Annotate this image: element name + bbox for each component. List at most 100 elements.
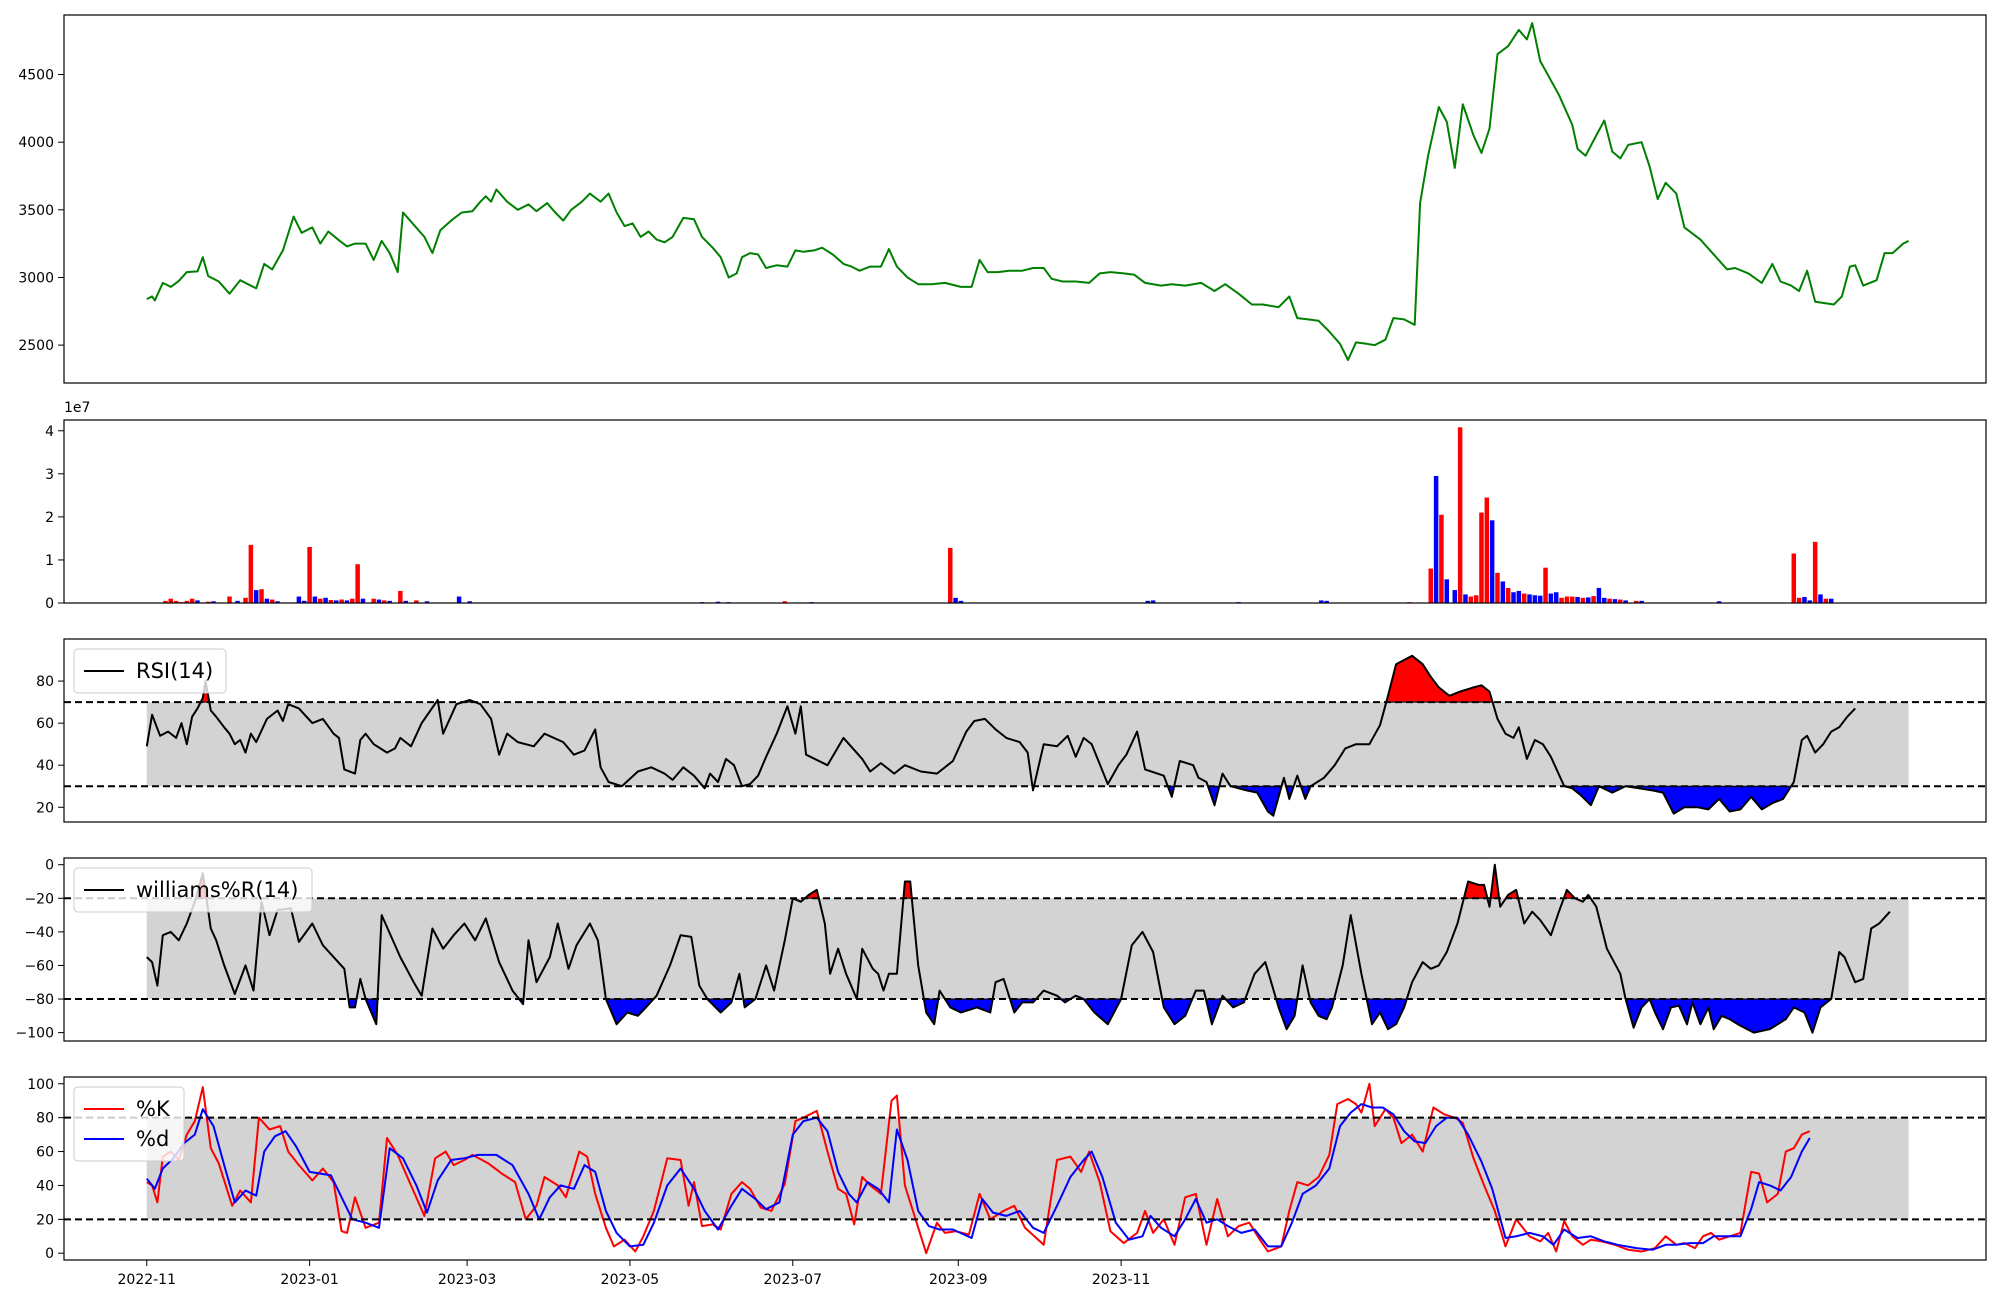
volume-bar bbox=[269, 599, 275, 603]
volume-bar bbox=[1452, 590, 1458, 603]
volume-bar bbox=[1444, 579, 1450, 603]
y-tick-label-williams: 0 bbox=[45, 858, 54, 874]
volume-bar bbox=[1505, 587, 1511, 603]
legend-label-stochastic: %d bbox=[136, 1127, 169, 1151]
series-line-williams-0 bbox=[146, 863, 1891, 1034]
volume-bar bbox=[1484, 497, 1490, 603]
volume-bar bbox=[163, 600, 168, 603]
volume-bar bbox=[403, 600, 408, 603]
reference-line-layer bbox=[64, 701, 1986, 1221]
y-tick-label-volume: 3 bbox=[45, 467, 54, 483]
y-tick-label-williams: −60 bbox=[24, 958, 54, 974]
volume-bar bbox=[1468, 596, 1474, 603]
x-tick-label: 2023-07 bbox=[764, 1272, 823, 1288]
volume-bar bbox=[1591, 596, 1596, 603]
volume-bar bbox=[1602, 597, 1607, 603]
volume-bar bbox=[1521, 593, 1527, 603]
volume-bar bbox=[296, 596, 302, 603]
volume-bar bbox=[318, 598, 323, 603]
volume-bar bbox=[382, 600, 387, 603]
volume-bar bbox=[344, 600, 350, 603]
volume-bar bbox=[168, 598, 174, 603]
overbought-fill-rsi bbox=[1385, 655, 1494, 703]
x-tick-label: 2022-11 bbox=[118, 1272, 177, 1288]
volume-bar bbox=[1324, 600, 1329, 603]
volume-bar bbox=[1433, 475, 1439, 603]
y-tick-label-stochastic: 80 bbox=[36, 1111, 54, 1127]
volume-bar bbox=[1473, 595, 1479, 603]
x-tick-label: 2023-01 bbox=[280, 1272, 339, 1288]
legend-label-williams: williams%R(14) bbox=[136, 878, 298, 902]
volume-bar bbox=[1596, 587, 1602, 603]
oversold-fill-williams bbox=[605, 998, 655, 1026]
volume-bar bbox=[1548, 593, 1554, 603]
volume-bar bbox=[235, 600, 240, 603]
volume-bar bbox=[1439, 514, 1444, 603]
axes-frame-rsi bbox=[63, 638, 1987, 823]
volume-bar bbox=[953, 597, 958, 603]
volume-bar bbox=[958, 600, 964, 603]
volume-bar bbox=[1639, 600, 1644, 603]
band-layer bbox=[146, 702, 1909, 1220]
x-tick-label: 2023-03 bbox=[438, 1272, 497, 1288]
volume-bar bbox=[253, 590, 259, 603]
x-tick-label: 2023-09 bbox=[929, 1272, 988, 1288]
volume-bar bbox=[1569, 596, 1575, 603]
axes-frame-volume bbox=[63, 419, 1987, 604]
volume-bar bbox=[1500, 581, 1506, 603]
volume-bar bbox=[1428, 568, 1434, 603]
volume-bar bbox=[227, 596, 232, 603]
series-line-price-0 bbox=[146, 22, 1910, 361]
volume-bar bbox=[376, 599, 382, 603]
y-tick-label-volume: 0 bbox=[45, 596, 54, 612]
volume-bar bbox=[243, 597, 248, 603]
volume-bar bbox=[328, 599, 334, 603]
volume-bar bbox=[1828, 598, 1834, 603]
volume-bar bbox=[1145, 600, 1151, 603]
axes-frame-layer bbox=[63, 14, 1987, 1261]
legend-label-rsi: RSI(14) bbox=[136, 659, 213, 683]
volume-bar bbox=[1495, 572, 1500, 603]
legend-box-rsi bbox=[73, 648, 227, 694]
volume-bar bbox=[264, 598, 270, 603]
volume-bar bbox=[360, 598, 366, 603]
axes-frame-price bbox=[63, 14, 1987, 384]
volume-bar bbox=[355, 564, 360, 603]
volume-bar bbox=[1802, 596, 1807, 603]
y-tick-label-rsi: 80 bbox=[36, 674, 54, 690]
volume-bar bbox=[1543, 567, 1548, 603]
volume-bar bbox=[1716, 601, 1722, 603]
y-tick-label-volume: 2 bbox=[45, 510, 54, 526]
volume-bar bbox=[312, 596, 318, 603]
volume-bar bbox=[1463, 594, 1468, 603]
y-tick-label-williams: −80 bbox=[24, 992, 54, 1008]
y-tick-label-rsi: 40 bbox=[36, 758, 54, 774]
band-region-stochastic bbox=[146, 1117, 1909, 1220]
series-line-stochastic-1 bbox=[146, 1103, 1811, 1251]
volume-bar bbox=[173, 600, 179, 603]
volume-bar bbox=[334, 600, 339, 603]
volume-bar bbox=[189, 598, 195, 603]
volume-bar bbox=[1319, 600, 1324, 603]
volume-bar bbox=[184, 600, 190, 603]
volume-bar bbox=[1537, 595, 1543, 603]
volume-bar bbox=[1532, 595, 1538, 603]
y-tick-label-williams: −20 bbox=[24, 891, 54, 907]
y-tick-label-stochastic: 60 bbox=[36, 1145, 54, 1161]
volume-bar bbox=[1580, 597, 1586, 603]
y-tick-label-stochastic: 100 bbox=[27, 1077, 54, 1093]
volume-bar bbox=[1511, 592, 1516, 603]
volume-bar bbox=[1791, 553, 1797, 603]
y-tick-label-price: 2500 bbox=[18, 338, 54, 354]
volume-bar bbox=[387, 600, 392, 603]
volume-bar bbox=[1823, 598, 1829, 603]
y-tick-label-volume: 1 bbox=[45, 553, 54, 569]
volume-bar bbox=[205, 601, 211, 603]
volume-bar bbox=[248, 544, 254, 603]
y-tick-label-price: 3500 bbox=[18, 203, 54, 219]
y-tick-label-price: 4500 bbox=[18, 68, 54, 84]
volume-bar bbox=[414, 600, 419, 603]
volume-bar bbox=[1612, 599, 1618, 603]
volume-bar bbox=[1623, 600, 1628, 603]
